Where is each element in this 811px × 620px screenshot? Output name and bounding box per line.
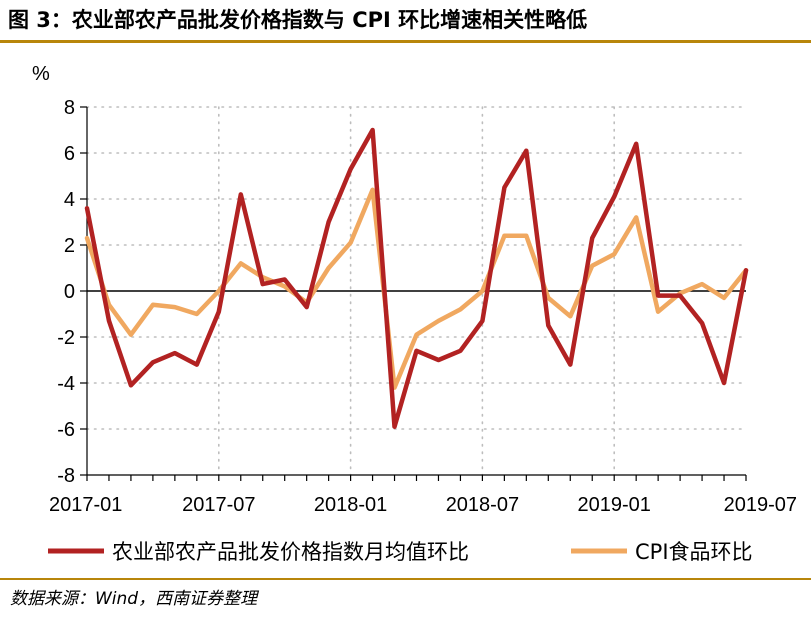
x-tick-label: 2017-07: [182, 494, 255, 516]
x-tick-label: 2019-07: [724, 494, 797, 516]
y-tick-label: -8: [57, 465, 75, 487]
x-tick-label: 2018-07: [446, 494, 519, 516]
y-tick-label: 0: [64, 281, 75, 303]
x-axis: 2017-01 2017-07 2018-01 2018-07 2019-01 2019-…: [49, 474, 797, 516]
y-axis: 8 6 4 2 0 -2 -4 -6 -8%: [32, 63, 88, 487]
legend-label: CPI食品环比: [635, 540, 753, 564]
x-tick-label: 2018-01: [314, 494, 387, 516]
series-lines: [84, 127, 749, 429]
figure-title: 图 3：农业部农产品批发价格指数与 CPI 环比增速相关性略低: [8, 8, 588, 32]
x-tick-label: 2019-01: [577, 494, 650, 516]
series-line: [84, 127, 749, 429]
top-rule: [0, 40, 811, 43]
source-note: 数据来源：Wind，西南证券整理: [10, 589, 258, 609]
y-tick-label: 4: [64, 189, 75, 211]
y-tick-label: 8: [64, 97, 75, 119]
legend: 农业部农产品批发价格指数月均值环比 CPI食品环比: [48, 540, 753, 564]
bottom-rule: [0, 578, 811, 580]
y-tick-label: -4: [57, 373, 75, 395]
y-tick-label: 2: [64, 235, 75, 257]
y-tick-label: -2: [57, 327, 75, 349]
y-tick-label: 6: [64, 143, 75, 165]
y-tick-label: -6: [57, 419, 75, 441]
y-axis-label: %: [32, 63, 50, 85]
legend-label: 农业部农产品批发价格指数月均值环比: [112, 540, 469, 564]
x-tick-label: 2017-01: [49, 494, 122, 516]
